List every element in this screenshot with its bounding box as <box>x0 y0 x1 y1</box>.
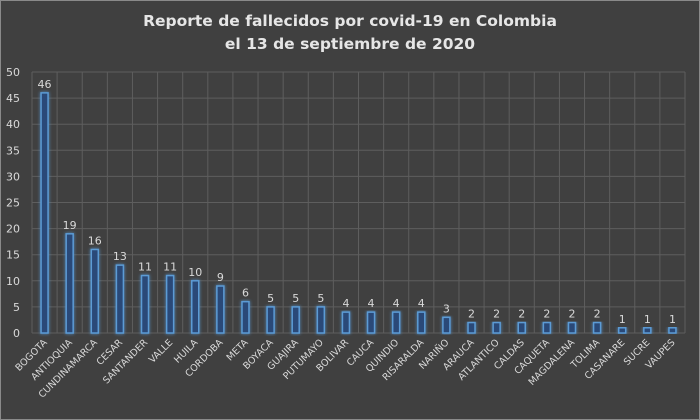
bar <box>191 280 200 334</box>
data-label: 4 <box>368 297 375 310</box>
y-tick-label: 20 <box>6 223 20 236</box>
bar <box>341 311 351 334</box>
x-tick-label: SANTANDER <box>101 337 150 386</box>
bar <box>165 274 175 334</box>
y-tick-label: 40 <box>6 118 20 131</box>
y-tick-label: 50 <box>6 66 20 79</box>
bar <box>467 321 476 334</box>
data-label: 3 <box>443 302 450 315</box>
bar <box>592 321 602 334</box>
bar <box>617 327 627 334</box>
bar <box>65 233 74 334</box>
bar <box>643 327 652 334</box>
y-tick-label: 15 <box>6 249 20 262</box>
bar <box>140 274 150 334</box>
data-label: 1 <box>644 313 651 326</box>
bar <box>567 321 577 334</box>
bar <box>291 306 300 334</box>
bar <box>442 316 451 334</box>
y-tick-label: 30 <box>6 170 20 183</box>
data-label: 2 <box>543 308 550 321</box>
data-label: 4 <box>342 297 349 310</box>
data-label: 1 <box>669 313 676 326</box>
bar <box>241 300 250 334</box>
data-label: 19 <box>63 219 77 232</box>
bar <box>316 306 326 334</box>
chart-title-line-1: Reporte de fallecidos por covid-19 en Co… <box>143 12 557 30</box>
bar <box>216 285 225 334</box>
bar <box>668 327 677 334</box>
data-label: 13 <box>113 250 127 263</box>
data-label: 10 <box>188 266 202 279</box>
y-tick-label: 5 <box>13 301 20 314</box>
y-tick-label: 35 <box>6 144 20 157</box>
data-label: 2 <box>518 308 525 321</box>
y-tick-label: 0 <box>13 327 20 340</box>
data-label: 2 <box>468 308 475 321</box>
bar <box>492 321 501 334</box>
bar <box>366 311 376 334</box>
x-tick-label: VALLE <box>147 337 175 365</box>
y-tick-label: 45 <box>6 92 20 105</box>
y-tick-label: 10 <box>6 275 20 288</box>
data-label: 2 <box>568 308 575 321</box>
data-label: 6 <box>242 287 249 300</box>
chart-title: Reporte de fallecidos por covid-19 en Co… <box>0 10 700 56</box>
data-label: 11 <box>138 261 152 274</box>
data-label: 5 <box>267 292 274 305</box>
data-label: 46 <box>38 78 52 91</box>
bar <box>90 248 100 334</box>
data-label: 11 <box>163 261 177 274</box>
data-label: 16 <box>88 234 102 247</box>
bar <box>40 92 49 334</box>
data-label: 9 <box>217 271 224 284</box>
data-label: 2 <box>594 308 601 321</box>
data-label: 4 <box>393 297 400 310</box>
data-label: 2 <box>493 308 500 321</box>
bar <box>542 321 552 334</box>
bar <box>115 264 125 334</box>
data-label: 5 <box>317 292 324 305</box>
y-tick-label: 25 <box>6 197 20 210</box>
data-label: 1 <box>619 313 626 326</box>
chart-title-line-2: el 13 de septiembre de 2020 <box>224 35 476 53</box>
data-label: 4 <box>418 297 425 310</box>
bar <box>266 306 275 334</box>
bar <box>417 311 426 334</box>
bar <box>517 321 526 334</box>
data-label: 5 <box>292 292 299 305</box>
bar <box>391 311 401 334</box>
